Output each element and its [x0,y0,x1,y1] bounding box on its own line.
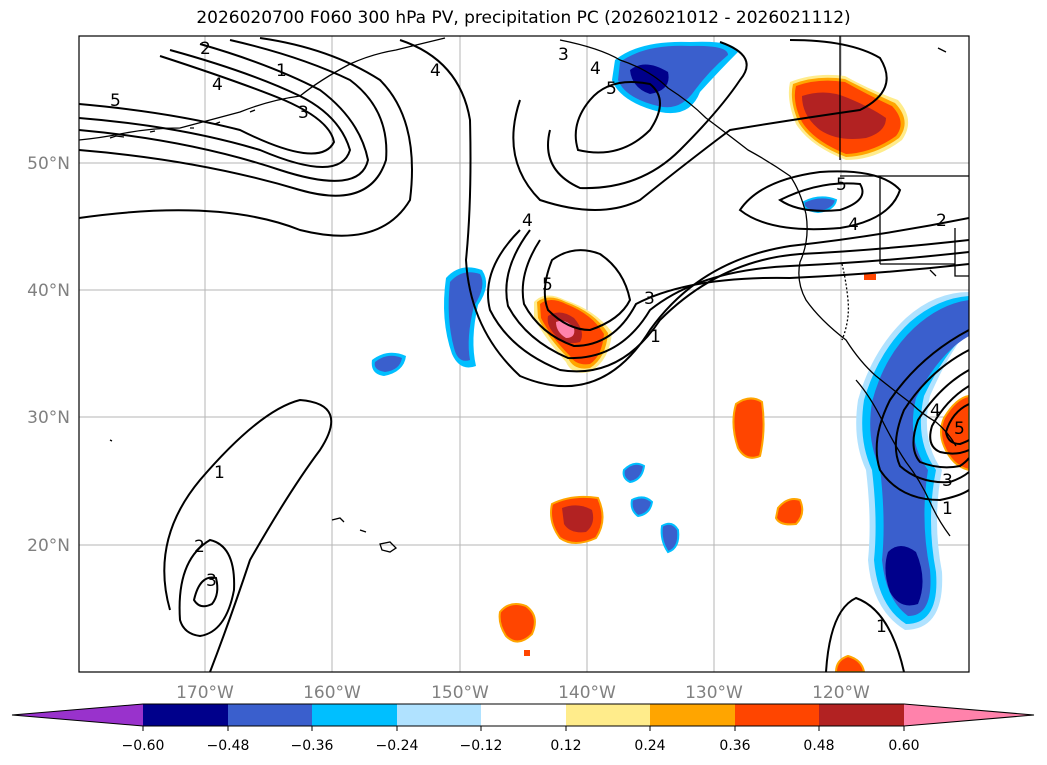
contour-label: 4 [590,59,601,79]
lat-label: 50°N [27,154,70,174]
longitude-labels: 170°W 160°W 150°W 140°W 130°W 120°W [176,683,870,703]
map-frame [78,35,970,673]
lon-label: 140°W [558,683,616,703]
colorbar-tick-label: −0.12 [460,738,503,754]
pv-contour-labels: 5 2 4 1 3 4 3 4 5 4 5 3 1 5 4 2 1 2 3 4 … [110,39,965,637]
colorbar-tick-label: −0.60 [122,738,165,754]
contour-label: 4 [430,61,441,81]
colorbar-tick-label: 0.36 [719,738,750,754]
contour-label: 5 [836,175,847,195]
colorbar-segment [566,704,650,726]
contour-label: 3 [644,289,655,309]
contour-label: 3 [206,571,217,591]
contour-label: 3 [298,103,309,123]
colorbar-tick-label: −0.48 [207,738,250,754]
pv-contours [79,37,969,672]
contour-label: 2 [194,537,205,557]
colorbar-segment [397,704,481,726]
lon-label: 130°W [685,683,743,703]
colorbar-segment [12,704,143,726]
colorbar-tick-label: 0.48 [803,738,834,754]
contour-label: 2 [936,211,947,231]
contour-label: 2 [200,39,211,59]
contour-label: 4 [930,401,941,421]
contour-label: 5 [606,79,617,99]
contour-label: 1 [650,327,661,347]
colorbar-segment [228,704,312,726]
contour-label: 4 [522,211,533,231]
colorbar-ticks [142,726,905,731]
colorbar-segment [735,704,819,726]
colorbar-segment [312,704,397,726]
contour-label: 4 [848,215,859,235]
colorbar-segment [481,704,566,726]
colorbar-segment [819,704,904,726]
coastlines [79,36,969,553]
precip-shading [371,41,969,672]
colorbar-tick-label: −0.24 [376,738,419,754]
map-title: 2026020700 F060 300 hPa PV, precipitatio… [196,8,851,28]
lat-label: 20°N [27,536,70,556]
latitude-labels: 50°N 40°N 30°N 20°N [27,154,70,556]
colorbar-segment [904,704,1034,726]
contour-label: 5 [542,275,553,295]
contour-label: 3 [942,471,953,491]
contour-label: 5 [110,91,121,111]
contour-label: 5 [954,419,965,439]
lon-label: 120°W [812,683,870,703]
colorbar-segment [650,704,735,726]
map-area: 5 2 4 1 3 4 3 4 5 4 5 3 1 5 4 2 1 2 3 4 … [79,36,969,672]
colorbar-tick-label: 0.12 [550,738,581,754]
contour-label: 1 [276,61,287,81]
colorbar-tick-label: 0.60 [888,738,919,754]
lon-label: 150°W [431,683,489,703]
lat-label: 40°N [27,281,70,301]
lon-label: 170°W [176,683,234,703]
contour-label: 1 [876,617,887,637]
contour-label: 4 [212,75,223,95]
colorbar: −0.60 −0.48 −0.36 −0.24 −0.12 0.12 0.24 … [11,703,1035,754]
lon-label: 160°W [303,683,361,703]
contour-label: 1 [942,499,953,519]
colorbar-tick-label: 0.24 [634,738,665,754]
colorbar-segment [143,704,228,726]
colorbar-tick-label: −0.36 [291,738,334,754]
contour-label: 3 [558,45,569,65]
lat-label: 30°N [27,408,70,428]
contour-label: 1 [214,463,225,483]
